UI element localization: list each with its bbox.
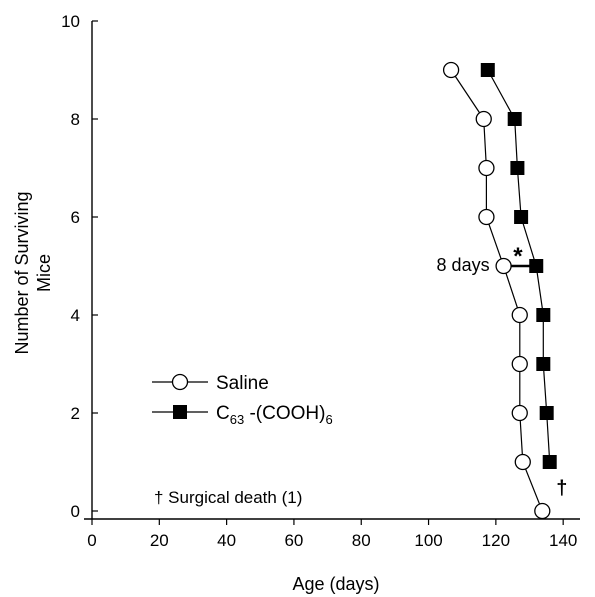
interval-label: 8 days [437, 255, 490, 275]
point-c63 [510, 161, 525, 175]
point-saline [514, 453, 531, 471]
y-axis-title-line1: Number of Surviving [12, 191, 32, 354]
point-saline [511, 306, 528, 324]
y-tick-label: 6 [71, 208, 80, 227]
point-c63 [529, 259, 544, 273]
point-saline [511, 355, 528, 373]
point-c63 [542, 455, 557, 469]
point-c63 [536, 308, 551, 322]
legend-c63-main: C [216, 403, 230, 424]
x-tick-label: 0 [87, 531, 96, 550]
series-line-saline [450, 69, 543, 512]
legend-item-saline: Saline [152, 373, 269, 394]
x-ticks: 0 20 40 60 80 100 120 140 [87, 519, 577, 550]
surgical-death-dagger: † [556, 478, 567, 500]
point-saline [534, 502, 551, 520]
y-axis-title: Number of Surviving Mice [12, 191, 54, 354]
y-tick-label: 8 [71, 110, 80, 129]
point-c63 [536, 357, 551, 371]
significance-star: * [513, 243, 523, 270]
point-c63 [514, 210, 529, 224]
y-tick-label: 4 [71, 306, 80, 325]
point-saline [475, 110, 492, 128]
legend-c63-sub2: 6 [325, 412, 332, 427]
legend: Saline C63 -(COOH)6 [152, 373, 333, 427]
x-tick-label: 40 [217, 531, 236, 550]
y-tick-label: 2 [71, 404, 80, 423]
x-tick-label: 120 [482, 531, 510, 550]
series-markers [442, 61, 557, 520]
footnote-surgical-death: † Surgical death (1) [154, 488, 302, 507]
x-tick-label: 80 [352, 531, 371, 550]
y-ticks: 0 2 4 6 8 10 [61, 12, 98, 521]
y-tick-label: 10 [61, 12, 80, 31]
y-tick-label: 0 [71, 502, 80, 521]
point-c63 [539, 406, 554, 420]
point-saline [442, 61, 460, 79]
y-axis-title-line2: Mice [34, 254, 54, 292]
x-tick-label: 100 [414, 531, 442, 550]
x-tick-label: 60 [284, 531, 303, 550]
x-tick-label: 20 [150, 531, 169, 550]
point-c63 [507, 112, 522, 126]
axes [84, 21, 580, 520]
legend-c63-mid: -(COOH) [244, 403, 325, 424]
legend-c63-sub1: 63 [230, 412, 244, 427]
x-tick-label: 140 [549, 531, 577, 550]
legend-marker-filled-square [173, 405, 187, 419]
point-c63 [480, 63, 495, 77]
point-saline [511, 404, 528, 422]
point-saline [478, 159, 495, 177]
x-axis-title: Age (days) [292, 574, 379, 594]
point-saline [495, 257, 512, 275]
legend-label-saline: Saline [216, 373, 269, 394]
legend-label-c63: C63 -(COOH)6 [216, 403, 333, 427]
legend-item-c63: C63 -(COOH)6 [152, 403, 333, 427]
point-saline [478, 208, 495, 226]
legend-marker-open-circle [171, 373, 189, 391]
series-lines [450, 69, 551, 512]
